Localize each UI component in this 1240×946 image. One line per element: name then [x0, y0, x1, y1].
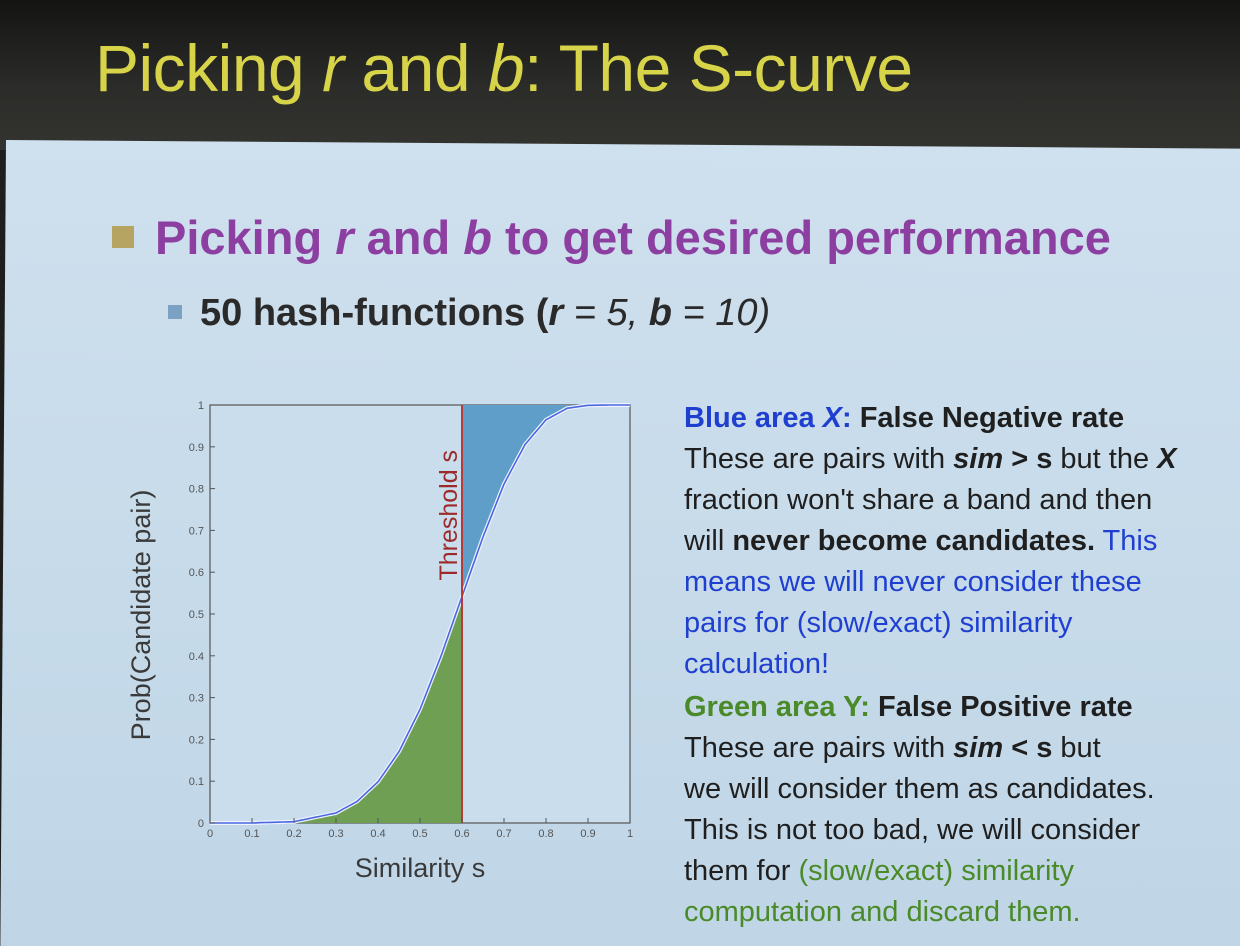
x-tick-label: 0.1: [244, 828, 259, 840]
x-tick-label: 0.7: [496, 828, 511, 840]
y-tick-label: 1: [198, 400, 204, 412]
x-tick-label: 0: [207, 828, 213, 840]
blue-area-heading: Blue area X: False Negative rate: [684, 402, 1125, 434]
fp-line-5: them for (slow/exact) similarity: [684, 855, 1074, 887]
y-tick-label: 0.6: [189, 567, 204, 579]
fp-line-4: This is not too bad, we will consider: [684, 814, 1141, 846]
bullet-level1: Picking r and b to get desired performan…: [155, 211, 1111, 264]
y-tick-label: 0.9: [189, 442, 204, 454]
green-area-heading: Green area Y: False Positive rate: [684, 691, 1133, 723]
s-curve-chart: Threshold s 0 0.1 0.2 0.3 0.4 0.5 0.6 0.7 0.8 0.9…: [126, 400, 633, 883]
fn-line-4: will never become candidates. This: [684, 525, 1158, 557]
fn-line-7: calculation!: [684, 648, 830, 680]
fp-line-2: These are pairs with sim < s but: [684, 732, 1101, 764]
fn-line-3: fraction won't share a band and then: [684, 484, 1153, 516]
slide-title: Picking r and b: The S-curve: [95, 31, 913, 105]
x-tick-label: 1: [627, 828, 633, 840]
y-tick-label: 0.2: [189, 734, 204, 746]
x-tick-label: 0.9: [580, 828, 595, 840]
blue-area-false-negative: [462, 405, 630, 597]
x-tick-label: 0.2: [286, 828, 301, 840]
fn-line-2: These are pairs with sim > s but the X: [684, 443, 1177, 475]
fp-line-3: we will consider them as candidates.: [684, 773, 1155, 805]
bullet-marker: [112, 226, 134, 248]
x-tick-label: 0.3: [328, 828, 343, 840]
y-tick-label: 0.1: [189, 776, 204, 788]
title-bar: Picking r and b: The S-curve: [0, 0, 1240, 150]
x-tick-label: 0.6: [454, 828, 469, 840]
x-tick-label: 0.5: [412, 828, 427, 840]
x-tick-label: 0.8: [538, 828, 553, 840]
y-tick-label: 0.8: [189, 484, 204, 496]
fn-line-5: means we will never consider these: [684, 566, 1142, 598]
sub-bullet-marker: [168, 305, 182, 319]
x-axis-ticks: 0 0.1 0.2 0.3 0.4 0.5 0.6 0.7 0.8 0.9 1: [207, 818, 633, 840]
green-area-false-positive: [210, 596, 462, 823]
y-tick-label: 0.3: [189, 693, 204, 705]
x-axis-label: Similarity s: [355, 853, 486, 883]
y-tick-label: 0.4: [189, 651, 204, 663]
y-tick-label: 0.7: [189, 525, 204, 537]
fn-line-6: pairs for (slow/exact) similarity: [684, 607, 1073, 639]
bullet-level2: 50 hash-functions (r = 5, b = 10): [200, 292, 771, 334]
threshold-label: Threshold s: [435, 450, 463, 581]
y-axis-label: Prob(Candidate pair): [126, 490, 156, 741]
y-tick-label: 0.5: [189, 609, 204, 621]
y-axis-ticks: 0 0.1 0.2 0.3 0.4 0.5 0.6 0.7 0.8 0.9 1: [189, 400, 215, 830]
x-tick-label: 0.4: [370, 828, 385, 840]
fp-line-6: computation and discard them.: [684, 896, 1081, 928]
y-tick-label: 0: [198, 818, 204, 830]
s-curve-line: [210, 404, 630, 824]
